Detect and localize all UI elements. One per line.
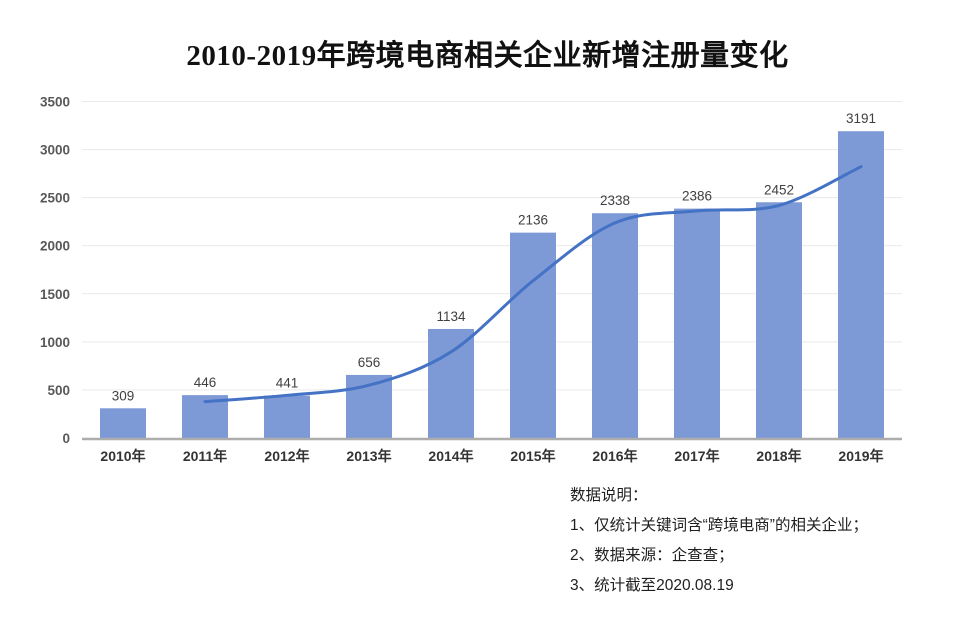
bar-value-label: 2386 [682,189,712,204]
notes-block: 数据说明： 1、仅统计关键词含“跨境电商”的相关企业； 2、数据来源：企查查； … [570,481,868,601]
y-tick-label: 3500 [40,95,70,110]
chart-canvas: 0 500 1000 1500 2000 2500 3000 3500 309 2010年 446 2… [40,95,902,464]
notes-item: 2、数据来源：企查查； [570,547,734,564]
bar [838,131,884,439]
y-tick-label: 2000 [40,239,70,254]
chart-title: 2010-2019年跨境电商相关企业新增注册量变化 [186,40,789,72]
bar-value-label: 2136 [518,213,548,228]
bar-value-label: 309 [112,388,135,403]
x-tick-label: 2014年 [428,448,473,464]
x-tick-label: 2016年 [592,448,637,464]
x-tick-label: 2010年 [100,448,145,464]
x-tick-label: 2017年 [674,448,719,464]
y-tick-label: 3000 [40,143,70,158]
bar-value-label: 1134 [436,309,466,324]
bar-value-label: 446 [194,375,217,390]
y-tick-label: 1500 [40,287,70,302]
x-tick-label: 2019年 [838,448,883,464]
bar-value-label: 441 [276,376,299,391]
bar [674,208,720,438]
y-tick-label: 1000 [40,335,70,350]
bar-value-label: 656 [358,355,381,370]
bar-value-label: 3191 [846,111,876,126]
x-tick-label: 2011年 [183,448,227,464]
bar [592,213,638,438]
bar [100,408,146,438]
bar [756,202,802,438]
bar [264,395,310,438]
bar [428,328,474,438]
x-tick-label: 2013年 [346,448,391,464]
bar [510,232,556,438]
x-tick-label: 2018年 [756,448,801,464]
trend-line [203,165,863,404]
y-tick-label: 0 [62,431,70,446]
notes-item: 3、统计截至2020.08.19 [570,577,734,594]
bar-value-label: 2338 [600,193,630,208]
x-tick-label: 2015年 [510,448,555,464]
notes-heading: 数据说明： [570,487,648,504]
bar-value-label: 2452 [764,182,794,197]
x-tick-label: 2012年 [264,448,309,464]
notes-item: 1、仅统计关键词含“跨境电商”的相关企业； [570,517,868,534]
y-tick-label: 500 [47,383,70,398]
y-tick-label: 2500 [40,191,70,206]
